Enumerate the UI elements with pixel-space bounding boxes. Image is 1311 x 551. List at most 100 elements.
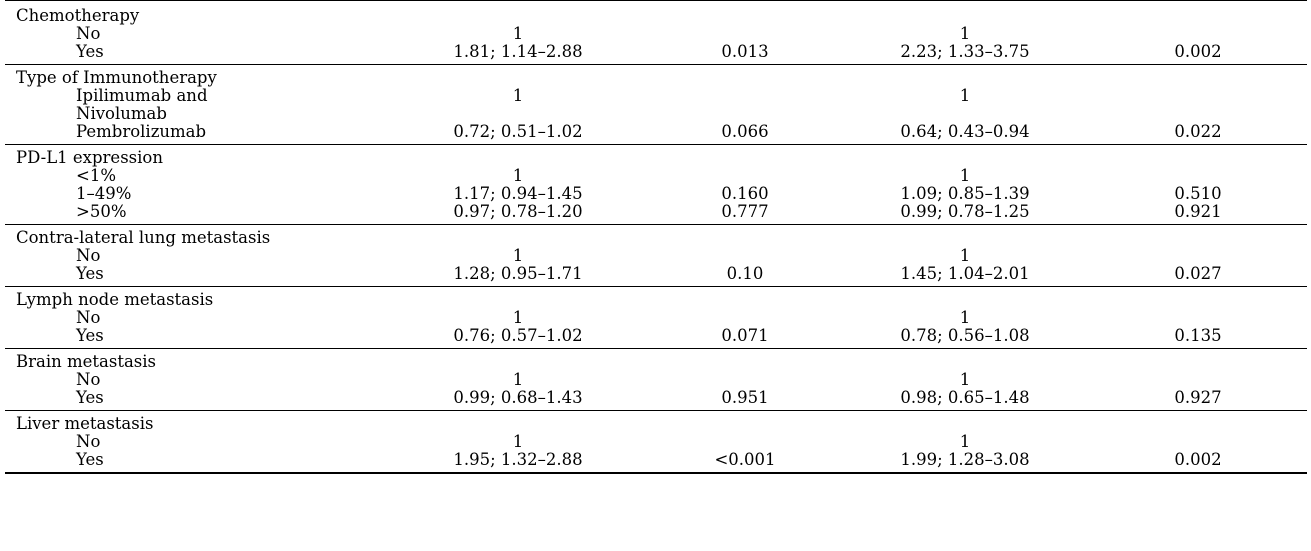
group-title-row: Liver metastasis xyxy=(5,415,1307,433)
p-value-cell-1: 0.013 xyxy=(721,42,769,61)
p-value-cell-2: 0.135 xyxy=(1174,326,1222,345)
hr-ci-cell-2: 1 xyxy=(959,432,971,451)
hr-ci-cell-1: 1 xyxy=(512,370,524,389)
hr-ci-cell-2: 1 xyxy=(959,246,971,265)
hr-ci-cell-2: 1.09; 0.85–1.39 xyxy=(900,184,1030,203)
hr-ci-cell-2: 1 xyxy=(959,166,971,185)
row-label: No xyxy=(76,432,101,451)
table-row: No 1 1 xyxy=(5,371,1307,389)
hr-ci-cell-1: 0.76; 0.57–1.02 xyxy=(453,326,583,345)
p-value-cell-1: 0.160 xyxy=(721,184,769,203)
p-value-cell-1: 0.066 xyxy=(721,122,769,141)
group-title: PD-L1 expression xyxy=(16,148,163,167)
table-row: Ipilimumab and 1 1 xyxy=(5,87,1307,105)
table-row: 1–49% 1.17; 0.94–1.45 0.160 1.09; 0.85–1.39… xyxy=(5,185,1307,203)
hr-ci-cell-1: 1 xyxy=(512,24,524,43)
hr-ci-cell-1: 0.99; 0.68–1.43 xyxy=(453,388,583,407)
table-row: Yes 1.81; 1.14–2.88 0.013 2.23; 1.33–3.75 0.… xyxy=(5,43,1307,61)
row-label: Pembrolizumab xyxy=(76,122,207,141)
hr-ci-cell-1: 1.28; 0.95–1.71 xyxy=(453,264,583,283)
hr-ci-cell-2: 1.99; 1.28–3.08 xyxy=(900,450,1030,469)
hr-ci-cell-1: 1.95; 1.32–2.88 xyxy=(453,450,583,469)
hr-ci-cell-2: 1 xyxy=(959,86,971,105)
table-row: No 1 1 xyxy=(5,25,1307,43)
row-label: >50% xyxy=(76,202,127,221)
table-group: Type of Immunotherapy Ipilimumab and 1 1 Niv… xyxy=(5,64,1307,144)
table-group: Chemotherapy No 1 1 Yes 1.81; 1.14–2.88 0.013 2… xyxy=(5,1,1307,64)
hr-ci-cell-2: 0.64; 0.43–0.94 xyxy=(900,122,1030,141)
hr-ci-cell-2: 0.99; 0.78–1.25 xyxy=(900,202,1030,221)
p-value-cell-1: 0.777 xyxy=(721,202,769,221)
table-group: Lymph node metastasis No 1 1 Yes 0.76; 0.57–1… xyxy=(5,286,1307,348)
p-value-cell-1: <0.001 xyxy=(714,450,776,469)
row-label: <1% xyxy=(76,166,117,185)
hr-ci-cell-1: 1.17; 0.94–1.45 xyxy=(453,184,583,203)
p-value-cell-1: 0.10 xyxy=(726,264,764,283)
row-label: Yes xyxy=(76,388,104,407)
hr-ci-cell-1: 1.81; 1.14–2.88 xyxy=(453,42,583,61)
group-title: Liver metastasis xyxy=(16,414,154,433)
hr-ci-cell-1: 1 xyxy=(512,86,524,105)
p-value-cell-2: 0.927 xyxy=(1174,388,1222,407)
group-title: Type of Immunotherapy xyxy=(16,68,217,87)
table-group: Liver metastasis No 1 1 Yes 1.95; 1.32–2.88 <0… xyxy=(5,410,1307,472)
hr-ci-cell-2: 1 xyxy=(959,24,971,43)
hr-ci-cell-2: 1.45; 1.04–2.01 xyxy=(900,264,1030,283)
hr-ci-cell-1: 0.72; 0.51–1.02 xyxy=(453,122,583,141)
row-label: No xyxy=(76,370,101,389)
hr-ci-cell-2: 2.23; 1.33–3.75 xyxy=(900,42,1030,61)
row-label: Yes xyxy=(76,42,104,61)
group-title: Brain metastasis xyxy=(16,352,157,371)
table-row: Yes 1.28; 0.95–1.71 0.10 1.45; 1.04–2.01 0.0… xyxy=(5,265,1307,283)
table-row: No 1 1 xyxy=(5,433,1307,451)
table-row: No 1 1 xyxy=(5,309,1307,327)
p-value-cell-1: 0.071 xyxy=(721,326,769,345)
p-value-cell-1: 0.951 xyxy=(721,388,769,407)
p-value-cell-2: 0.027 xyxy=(1174,264,1222,283)
group-title-row: Brain metastasis xyxy=(5,353,1307,371)
table-row: Pembrolizumab 0.72; 0.51–1.02 0.066 0.64; 0… xyxy=(5,123,1307,141)
group-title-row: Type of Immunotherapy xyxy=(5,69,1307,87)
p-value-cell-2: 0.510 xyxy=(1174,184,1222,203)
table-row: <1% 1 1 xyxy=(5,167,1307,185)
group-title-row: Lymph node metastasis xyxy=(5,291,1307,309)
row-label: Yes xyxy=(76,326,104,345)
table-row: Yes 0.76; 0.57–1.02 0.071 0.78; 0.56–1.08 0.… xyxy=(5,327,1307,345)
group-title-row: Chemotherapy xyxy=(5,7,1307,25)
results-table: Chemotherapy No 1 1 Yes 1.81; 1.14–2.88 0.013 2… xyxy=(5,0,1307,474)
p-value-cell-2: 0.921 xyxy=(1174,202,1222,221)
hr-ci-cell-1: 1 xyxy=(512,308,524,327)
row-label: Yes xyxy=(76,450,104,469)
table-row: Nivolumab xyxy=(5,105,1307,123)
row-label: No xyxy=(76,24,101,43)
hr-ci-cell-1: 1 xyxy=(512,432,524,451)
hr-ci-cell-2: 0.98; 0.65–1.48 xyxy=(900,388,1030,407)
hr-ci-cell-1: 1 xyxy=(512,166,524,185)
group-title-row: Contra-lateral lung metastasis xyxy=(5,229,1307,247)
table-row: Yes 1.95; 1.32–2.88 <0.001 1.99; 1.28–3.08 0… xyxy=(5,451,1307,469)
table-row: No 1 1 xyxy=(5,247,1307,265)
p-value-cell-2: 0.022 xyxy=(1174,122,1222,141)
group-title: Lymph node metastasis xyxy=(16,290,214,309)
table-group: Contra-lateral lung metastasis No 1 1 Yes 1.2… xyxy=(5,224,1307,286)
table-row: >50% 0.97; 0.78–1.20 0.777 0.99; 0.78–1.25 0… xyxy=(5,203,1307,221)
hr-ci-cell-2: 1 xyxy=(959,370,971,389)
hr-ci-cell-2: 1 xyxy=(959,308,971,327)
p-value-cell-2: 0.002 xyxy=(1174,450,1222,469)
row-label: 1–49% xyxy=(76,184,132,203)
row-label: No xyxy=(76,246,101,265)
hr-ci-cell-1: 0.97; 0.78–1.20 xyxy=(453,202,583,221)
row-label: Yes xyxy=(76,264,104,283)
group-title-row: PD-L1 expression xyxy=(5,149,1307,167)
p-value-cell-2: 0.002 xyxy=(1174,42,1222,61)
row-label: No xyxy=(76,308,101,327)
hr-ci-cell-2: 0.78; 0.56–1.08 xyxy=(900,326,1030,345)
table-group: PD-L1 expression <1% 1 1 1–49% 1.17; 0.94–1.4… xyxy=(5,144,1307,224)
table-row: Yes 0.99; 0.68–1.43 0.951 0.98; 0.65–1.48 0.… xyxy=(5,389,1307,407)
group-title: Contra-lateral lung metastasis xyxy=(16,228,271,247)
table-group: Brain metastasis No 1 1 Yes 0.99; 0.68–1.43 0.… xyxy=(5,348,1307,410)
row-label: Nivolumab xyxy=(76,104,167,123)
group-title: Chemotherapy xyxy=(16,6,140,25)
row-label: Ipilimumab and xyxy=(76,86,208,105)
hr-ci-cell-1: 1 xyxy=(512,246,524,265)
